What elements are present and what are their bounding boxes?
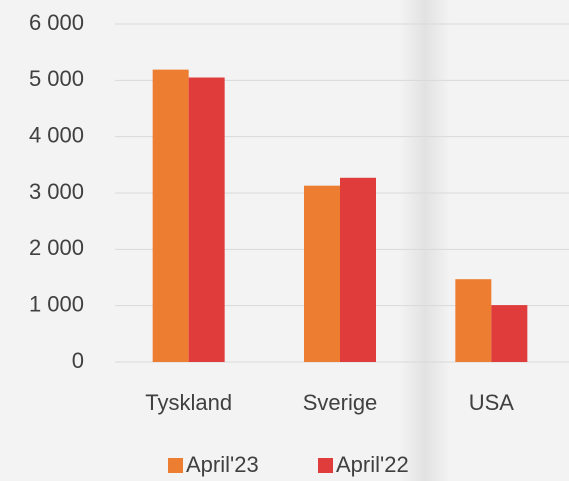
bar — [340, 177, 376, 362]
x-tick-label: Tyskland — [145, 390, 232, 415]
legend-swatch — [168, 458, 183, 473]
bar — [304, 185, 340, 362]
y-tick-label: 4 000 — [29, 122, 84, 147]
x-tick-label: USA — [469, 390, 515, 415]
y-tick-label: 0 — [72, 348, 84, 373]
y-tick-label: 5 000 — [29, 66, 84, 91]
bar — [188, 77, 225, 363]
y-tick-label: 3 000 — [29, 179, 84, 204]
bar — [152, 69, 189, 362]
legend-label: April'22 — [336, 452, 409, 477]
window-shadow — [400, 0, 450, 481]
legend-label: April'23 — [186, 452, 259, 477]
y-tick-label: 1 000 — [29, 291, 84, 316]
y-tick-label: 6 000 — [29, 10, 84, 35]
legend-swatch — [318, 458, 333, 473]
bar — [491, 305, 528, 362]
x-tick-label: Sverige — [303, 390, 378, 415]
y-tick-label: 2 000 — [29, 235, 84, 260]
bar — [455, 279, 492, 362]
